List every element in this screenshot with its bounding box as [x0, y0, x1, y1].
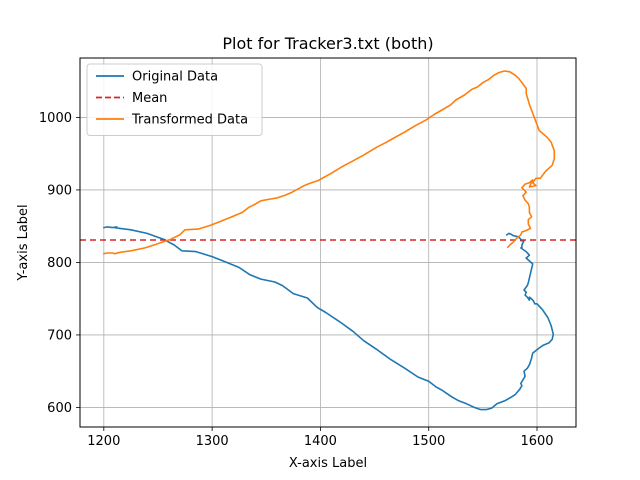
series-line-transformed-data: [103, 70, 556, 255]
x-tick-label: 1300: [196, 434, 229, 449]
grid: [80, 58, 576, 427]
legend-label: Transformed Data: [131, 113, 248, 128]
chart-title: Plot for Tracker3.txt (both): [222, 34, 433, 53]
axis-ticks: 1200 1300 1400 1500 1600 600 700 800 900 1000: [39, 111, 554, 449]
series-line-original-data: [103, 226, 555, 411]
y-tick-label: 700: [47, 328, 72, 343]
series-layer: [80, 70, 576, 411]
x-tick-label: 1500: [412, 434, 445, 449]
legend-label: Original Data: [132, 70, 218, 85]
y-tick-label: 800: [47, 256, 72, 271]
y-tick-label: 600: [47, 401, 72, 416]
x-axis-label: X-axis Label: [289, 456, 367, 471]
y-tick-label: 900: [47, 183, 72, 198]
plot-area-frame: [79, 57, 577, 428]
y-axis-label: Y-axis Label: [16, 204, 31, 281]
x-tick-label: 1600: [520, 434, 553, 449]
x-tick-label: 1400: [304, 434, 337, 449]
legend-box: [86, 63, 263, 136]
legend: Original Data Mean Transformed Data: [86, 63, 263, 136]
legend-label: Mean: [132, 91, 167, 106]
x-tick-label: 1200: [87, 434, 120, 449]
y-tick-label: 1000: [39, 111, 72, 126]
